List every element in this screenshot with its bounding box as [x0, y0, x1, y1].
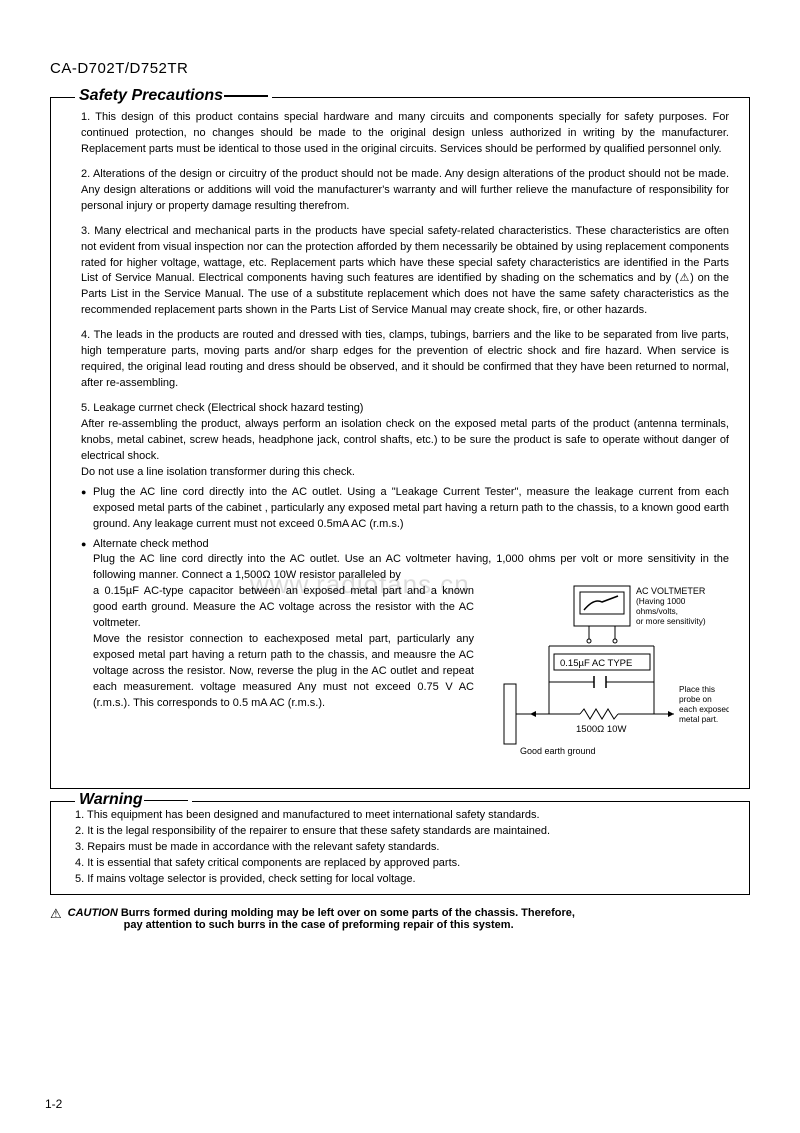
warning-triangle-icon: ⚠ — [50, 906, 62, 931]
ground-label: Good earth ground — [520, 746, 596, 756]
model-number: CA-D702T/D752TR — [50, 60, 750, 77]
warning-list: 1. This equipment has been designed and … — [75, 808, 729, 888]
safety-item-5: 5. Leakage currnet check (Electrical sho… — [81, 401, 729, 765]
alt-text2: a 0.15µF AC-type capacitor between an ex… — [93, 584, 474, 765]
item5-intro: 5. Leakage currnet check (Electrical sho… — [81, 402, 729, 478]
bullet-plug: Plug the AC line cord directly into the … — [81, 485, 729, 533]
bullet-alternate: Alternate check method Plug the AC line … — [81, 537, 729, 766]
caution-line: ⚠ CAUTION Burrs formed during molding ma… — [50, 907, 750, 931]
warning-item: 4. It is essential that safety critical … — [75, 856, 729, 872]
warning-title: Warning — [75, 791, 192, 809]
safety-precautions-box: Safety Precautions 1. This design of thi… — [50, 97, 750, 789]
voltmeter-label: AC VOLTMETER — [636, 586, 706, 596]
warning-item: 3. Repairs must be made in accordance wi… — [75, 840, 729, 856]
title-rule — [144, 800, 188, 802]
caution-label: CAUTION — [68, 907, 118, 919]
res-label: 1500Ω 10W — [576, 724, 626, 735]
title-rule — [224, 95, 268, 97]
caution-text2: pay attention to such burrs in the case … — [68, 919, 514, 931]
warning-title-text: Warning — [79, 791, 143, 809]
probe2: probe on — [679, 694, 712, 704]
safety-item: 3. Many electrical and mechanical parts … — [81, 224, 729, 320]
warning-item: 5. If mains voltage selector is provided… — [75, 872, 729, 888]
safety-item: 4. The leads in the products are routed … — [81, 328, 729, 392]
alt-text1: Plug the AC line cord directly into the … — [93, 553, 729, 581]
probe4: metal part. — [679, 714, 718, 724]
warning-item: 2. It is the legal responsibility of the… — [75, 824, 729, 840]
alt-title: Alternate check method — [93, 538, 209, 550]
safety-item: 1. This design of this product contains … — [81, 110, 729, 158]
voltmeter-note2: ohms/volts, — [636, 606, 678, 616]
voltmeter-note: (Having 1000 — [636, 596, 686, 606]
probe3: each exposed — [679, 704, 729, 714]
safety-title: Safety Precautions — [75, 87, 272, 105]
voltmeter-note3: or more sensitivity) — [636, 616, 706, 626]
circuit-diagram: AC VOLTMETER (Having 1000 ohms/volts, or… — [484, 584, 729, 765]
warning-item: 1. This equipment has been designed and … — [75, 808, 729, 824]
safety-list: 1. This design of this product contains … — [81, 110, 729, 765]
cap-label: 0.15µF AC TYPE — [560, 658, 632, 669]
warning-box: Warning 1. This equipment has been desig… — [50, 801, 750, 895]
safety-title-text: Safety Precautions — [79, 87, 223, 105]
caution-text1: Burrs formed during molding may be left … — [121, 907, 575, 919]
safety-item: 2. Alterations of the design or circuitr… — [81, 167, 729, 215]
page-number: 1-2 — [45, 1097, 62, 1111]
probe1: Place this — [679, 684, 715, 694]
